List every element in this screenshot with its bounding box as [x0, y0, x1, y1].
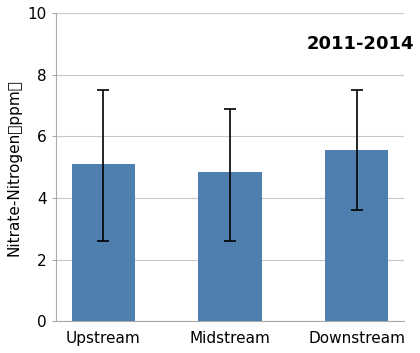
- Text: 2011-2014: 2011-2014: [306, 35, 414, 53]
- Bar: [72, 164, 135, 321]
- Bar: [325, 150, 388, 321]
- Y-axis label: Nitrate-Nitrogen（ppm）: Nitrate-Nitrogen（ppm）: [7, 79, 22, 256]
- Bar: [198, 172, 262, 321]
